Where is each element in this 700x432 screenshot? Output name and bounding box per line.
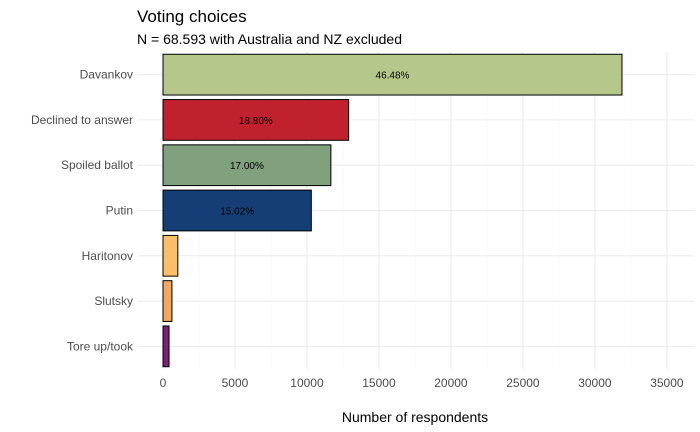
x-tick-label: 0 [160, 376, 167, 390]
x-tick-label: 30000 [578, 376, 612, 390]
chart-subtitle: N = 68.593 with Australia and NZ exclude… [137, 31, 402, 47]
x-tick-label: 10000 [290, 376, 324, 390]
bar-spoiled-ballot [162, 144, 332, 187]
category-label: Slutsky [94, 294, 133, 308]
grid [138, 52, 694, 369]
category-label: Declined to answer [31, 113, 133, 127]
data-labels: 46.48% 18.80% 17.00% 15.02% [220, 71, 409, 218]
category-label: Haritonov [82, 249, 133, 263]
x-axis-title: Number of respondents [342, 409, 488, 425]
data-label: 46.48% [376, 71, 410, 82]
x-tick-label: 35000 [650, 376, 684, 390]
category-label: Spoiled ballot [61, 158, 134, 172]
bar-putin [162, 189, 312, 232]
bar-haritonov [162, 234, 179, 277]
x-tick-label: 20000 [434, 376, 468, 390]
bar-davankov [162, 53, 623, 96]
chart-title: Voting choices [137, 7, 247, 26]
x-tick-label: 25000 [506, 376, 540, 390]
bar-declined-to-answer [162, 99, 350, 141]
bar-tore-up-took [162, 325, 170, 368]
data-label: 15.02% [220, 207, 254, 218]
x-tick-label: 5000 [222, 376, 249, 390]
bar-slutsky [162, 280, 173, 322]
data-label: 18.80% [239, 116, 273, 127]
category-label: Putin [106, 204, 133, 218]
category-labels: Davankov Declined to answer Spoiled ballot… [31, 68, 134, 354]
data-label: 17.00% [230, 161, 264, 172]
bars [162, 53, 623, 368]
x-tick-labels: 0 5000 10000 15000 20000 25000 30000 35000 [160, 376, 684, 390]
x-tick-label: 15000 [362, 376, 396, 390]
category-label: Davankov [80, 68, 133, 82]
category-label: Tore up/took [67, 339, 134, 353]
